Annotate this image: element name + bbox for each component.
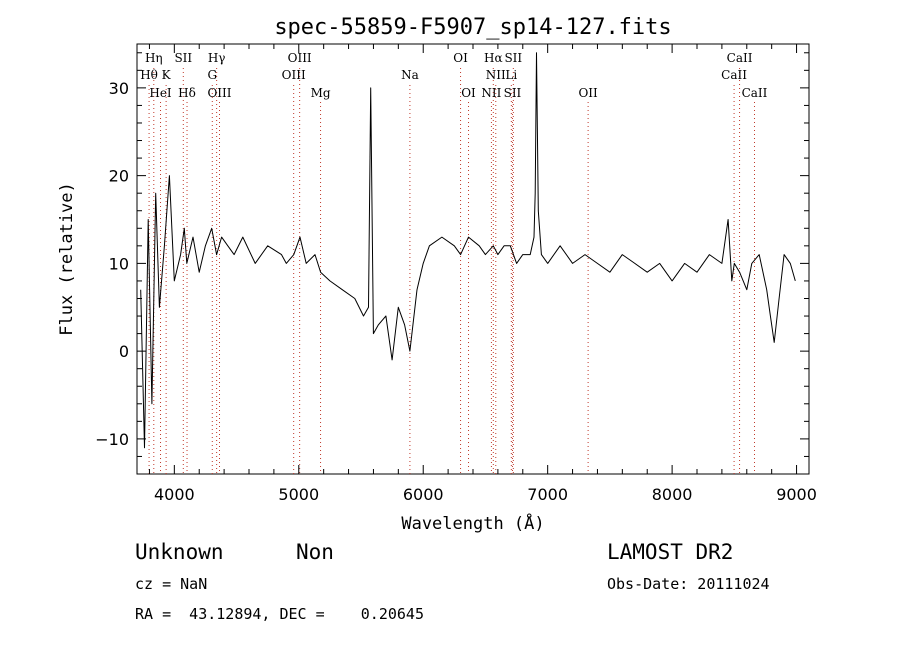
line-marker-label-10: OIII bbox=[282, 68, 306, 82]
line-marker-label-7: G bbox=[207, 68, 217, 82]
class-label: Unknown bbox=[135, 540, 224, 564]
chart-title: spec-55859-F5907_sp14-127.fits bbox=[274, 15, 671, 40]
x-tick-label-4: 8000 bbox=[652, 485, 693, 504]
x-tick-label-2: 6000 bbox=[403, 485, 444, 504]
line-marker-label-18: Li bbox=[505, 68, 517, 82]
y-tick-label-1: 0 bbox=[119, 342, 129, 361]
line-marker-label-6: Hγ bbox=[208, 51, 226, 65]
x-tick-label-1: 5000 bbox=[278, 485, 319, 504]
obs-date-label: Obs-Date: 20111024 bbox=[607, 575, 770, 593]
line-marker-label-5: Hδ bbox=[178, 86, 196, 100]
line-marker-label-2: HeI bbox=[149, 86, 172, 100]
y-tick-label-3: 20 bbox=[109, 167, 129, 186]
x-tick-label-0: 4000 bbox=[154, 485, 195, 504]
coordinates-label: RA = 43.12894, DEC = 0.20645 bbox=[135, 605, 424, 623]
line-marker-label-15: Hα bbox=[484, 51, 503, 65]
survey-label: LAMOST DR2 bbox=[607, 540, 734, 564]
line-marker-label-17: NII bbox=[486, 68, 506, 82]
line-marker-label-11: Mg bbox=[311, 86, 331, 100]
subclass-label: Non bbox=[296, 540, 334, 564]
line-marker-label-13: OI bbox=[453, 51, 468, 65]
line-marker-label-21: OII bbox=[578, 86, 598, 100]
x-tick-label-5: 9000 bbox=[776, 485, 817, 504]
line-marker-label-20: SII bbox=[504, 86, 522, 100]
spectrum-line-0 bbox=[140, 52, 796, 449]
line-marker-label-9: OIII bbox=[288, 51, 312, 65]
spectrum-series bbox=[140, 52, 796, 449]
line-marker-label-24: CaII bbox=[742, 86, 768, 100]
line-marker-label-0: Hη bbox=[145, 51, 163, 65]
axis-ticks: 4000 5000 6000 7000 8000 9000 −10 0 10 20 30 bbox=[95, 44, 817, 504]
plot-frame bbox=[136, 43, 810, 475]
redshift-label: cz = NaN bbox=[135, 575, 208, 593]
line-marker-label-19: NII bbox=[481, 86, 501, 100]
line-marker-label-8: OIII bbox=[207, 86, 231, 100]
x-axis-label: Wavelength (Å) bbox=[401, 512, 544, 534]
line-marker-label-23: CaII bbox=[721, 68, 747, 82]
line-marker-label-16: SII bbox=[504, 51, 522, 65]
line-marker-label-3: K bbox=[162, 68, 172, 82]
line-marker-label-12: Na bbox=[401, 68, 419, 82]
x-tick-label-3: 7000 bbox=[527, 485, 568, 504]
y-tick-label-2: 10 bbox=[109, 254, 129, 273]
y-tick-label-4: 30 bbox=[109, 79, 129, 98]
y-axis-label: Flux (relative) bbox=[57, 182, 77, 336]
line-marker-label-22: CaII bbox=[727, 51, 753, 65]
line-marker-label-4: SII bbox=[174, 51, 192, 65]
line-marker-label-14: OI bbox=[461, 86, 476, 100]
line-marker-label-1: Hθ bbox=[140, 68, 158, 82]
y-tick-label-0: −10 bbox=[95, 430, 129, 449]
